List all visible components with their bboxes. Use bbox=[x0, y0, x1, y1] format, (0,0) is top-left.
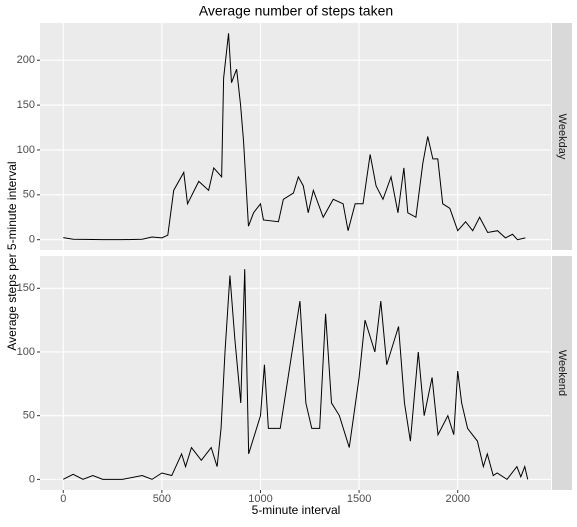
x-tick-label: 1000 bbox=[248, 493, 272, 505]
y-tick-label: 150 bbox=[17, 99, 35, 111]
panel bbox=[40, 256, 551, 490]
y-tick-label: 200 bbox=[17, 54, 35, 66]
strip-label: Weekend bbox=[556, 350, 568, 396]
y-tick-label: 150 bbox=[17, 282, 35, 294]
y-tick-label: 100 bbox=[17, 346, 35, 358]
y-tick-label: 0 bbox=[29, 234, 35, 246]
x-axis-label: 5-minute interval bbox=[252, 503, 341, 517]
chart-title: Average number of steps taken bbox=[199, 3, 393, 19]
line bbox=[63, 33, 526, 241]
y-tick-label: 50 bbox=[23, 410, 35, 422]
y-tick-label: 100 bbox=[17, 144, 35, 156]
y-axis-label: Average steps per 5-minute interval bbox=[5, 161, 19, 350]
strip bbox=[552, 256, 572, 490]
y-tick-label: 0 bbox=[29, 473, 35, 485]
x-tick-label: 2000 bbox=[445, 493, 469, 505]
line bbox=[63, 269, 529, 481]
panel bbox=[40, 23, 551, 250]
x-tick-label: 500 bbox=[153, 493, 171, 505]
x-tick-label: 0 bbox=[60, 493, 66, 505]
strip bbox=[552, 23, 572, 250]
y-tick-label: 50 bbox=[23, 189, 35, 201]
strip-label: Weekday bbox=[556, 114, 568, 160]
x-tick-label: 1500 bbox=[347, 493, 371, 505]
